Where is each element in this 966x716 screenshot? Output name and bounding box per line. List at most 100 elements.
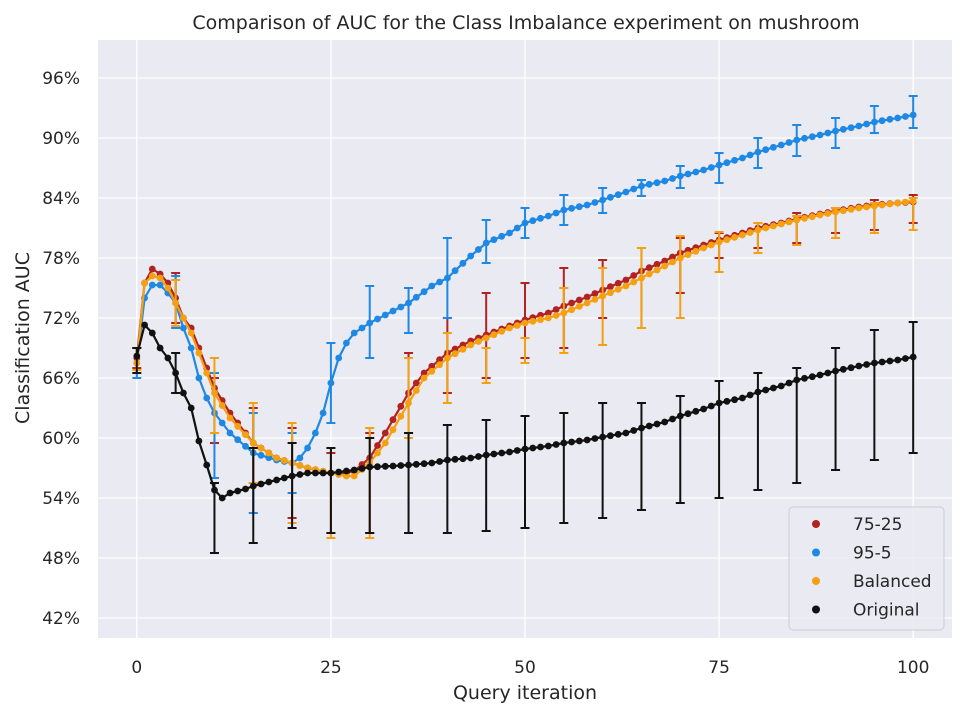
data-point: [560, 439, 568, 447]
data-point: [242, 442, 249, 450]
data-point: [211, 486, 218, 494]
data-point: [381, 462, 389, 470]
data-point: [653, 179, 661, 187]
data-point: [653, 420, 661, 428]
data-point: [684, 170, 692, 178]
data-point: [335, 468, 343, 476]
data-point: [343, 467, 350, 475]
data-point: [575, 296, 583, 304]
data-point: [389, 462, 397, 470]
data-point: [467, 341, 475, 349]
data-point: [653, 266, 661, 274]
data-point: [451, 350, 459, 358]
data-point: [568, 299, 575, 307]
data-point: [839, 125, 847, 133]
data-point: [412, 293, 420, 301]
data-point: [591, 296, 599, 303]
data-point: [343, 339, 350, 347]
data-point: [389, 426, 397, 434]
data-point: [428, 282, 436, 290]
data-point: [560, 206, 568, 214]
data-point: [280, 457, 288, 464]
data-point: [513, 447, 521, 454]
data-point: [909, 111, 917, 119]
y-tick-label: 72%: [42, 309, 80, 329]
data-point: [475, 246, 482, 253]
x-axis-label: Query iteration: [453, 682, 597, 704]
data-point: [832, 127, 839, 135]
data-point: [451, 267, 459, 275]
series-layer: [132, 95, 918, 554]
data-point: [195, 437, 203, 445]
x-tick-label: 25: [320, 658, 342, 678]
data-point: [863, 203, 870, 211]
data-point: [148, 281, 156, 289]
data-point: [739, 154, 746, 162]
data-point: [273, 454, 280, 462]
data-point: [591, 199, 599, 206]
data-point: [583, 436, 591, 444]
data-point: [793, 216, 801, 224]
data-point: [762, 386, 770, 394]
data-point: [498, 232, 506, 240]
data-point: [226, 414, 234, 422]
data-point: [420, 288, 428, 296]
data-point: [312, 429, 319, 437]
data-point: [242, 485, 249, 493]
data-point: [467, 252, 475, 260]
data-point: [350, 329, 358, 337]
data-point: [405, 461, 412, 469]
data-point: [304, 464, 311, 472]
data-point: [257, 451, 265, 459]
data-point: [645, 422, 653, 430]
data-point: [847, 364, 855, 372]
data-point: [195, 374, 203, 382]
axis-ticks: 0 25 50 75 100 42% 48% 54% 60% 66% 72% 78% 84% 90% 96%: [42, 69, 929, 678]
data-point: [832, 367, 839, 375]
data-point: [141, 321, 149, 329]
data-point: [591, 435, 599, 442]
data-point: [498, 327, 506, 335]
data-point: [746, 151, 754, 159]
data-point: [374, 315, 381, 323]
data-point: [249, 439, 257, 447]
data-point: [583, 293, 591, 301]
data-point: [816, 131, 824, 139]
data-point: [607, 283, 614, 291]
data-point: [273, 476, 280, 484]
data-point: [855, 122, 863, 130]
data-point: [544, 309, 552, 317]
data-point: [715, 399, 723, 407]
data-point: [366, 463, 374, 471]
data-point: [847, 205, 855, 213]
y-tick-label: 66%: [42, 369, 80, 389]
data-point: [180, 324, 187, 332]
data-point: [428, 459, 436, 467]
data-point: [599, 292, 606, 300]
data-point: [614, 279, 622, 287]
data-point: [847, 124, 855, 132]
data-point: [187, 344, 195, 352]
data-point: [405, 299, 412, 307]
data-point: [156, 281, 164, 289]
data-point: [280, 474, 288, 482]
data-point: [164, 284, 172, 292]
legend-box: [788, 506, 945, 631]
data-point: [622, 276, 630, 284]
data-point: [777, 220, 785, 228]
data-point: [816, 371, 824, 379]
data-point: [319, 469, 327, 477]
data-point: [234, 436, 242, 444]
data-point: [218, 402, 226, 409]
data-point: [568, 204, 575, 212]
data-point: [902, 198, 909, 206]
series-original: [132, 321, 918, 554]
data-point: [195, 349, 203, 357]
data-point: [770, 222, 777, 230]
data-point: [886, 357, 894, 365]
data-point: [762, 146, 770, 154]
data-point: [304, 469, 311, 477]
data-point: [335, 354, 343, 362]
data-point: [436, 278, 443, 286]
data-point: [187, 329, 195, 337]
